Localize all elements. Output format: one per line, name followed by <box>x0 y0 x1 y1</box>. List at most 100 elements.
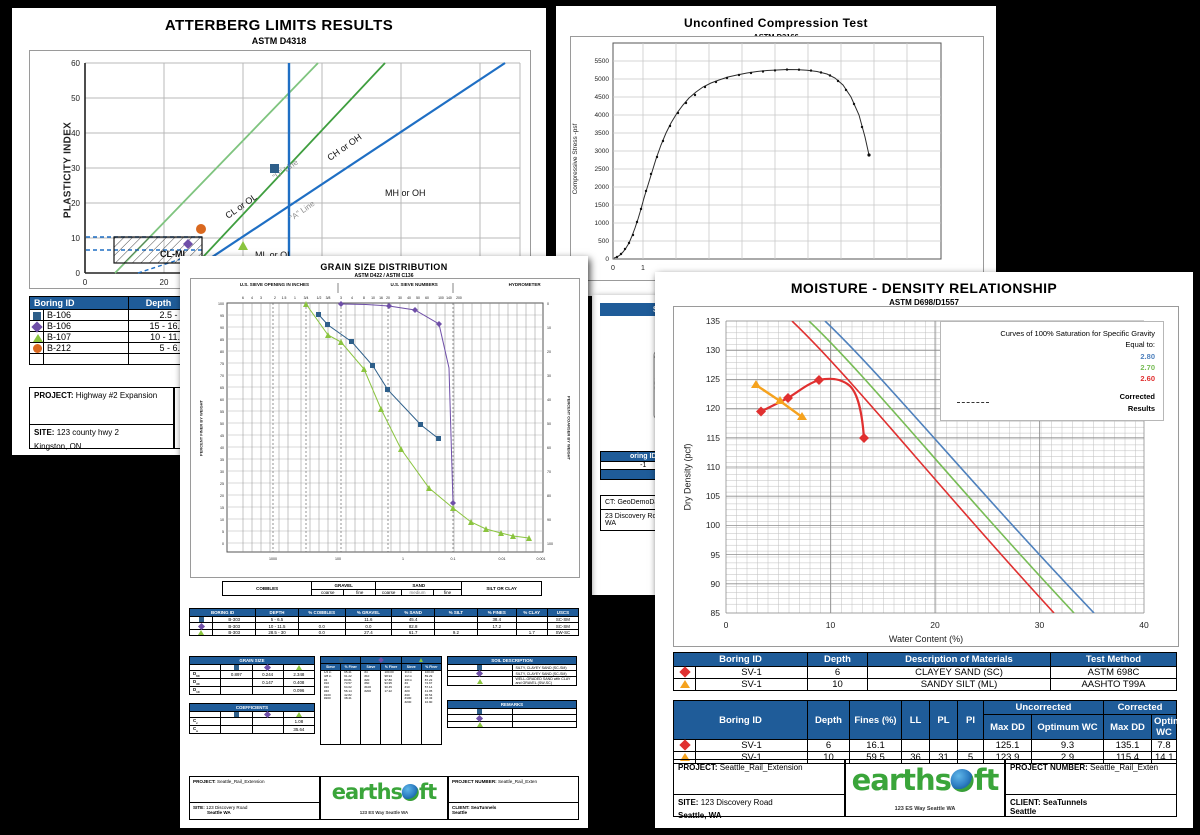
col-pi: PI <box>957 700 984 740</box>
cell-boring: SV-1 <box>695 739 808 752</box>
svg-text:3/4: 3/4 <box>304 296 309 300</box>
svg-text:115: 115 <box>706 433 720 443</box>
table-row[interactable]: B-303 5 - 6.5 11.6 45.4 38.4 SC-SM <box>188 615 580 624</box>
marker-square-icon <box>198 617 204 623</box>
grainsize-ylabel-left: PERCENT FINER BY WEIGHT <box>198 400 204 456</box>
marker-triangle-icon <box>476 722 483 728</box>
cell-unc-maxdd: 125.1 <box>983 739 1032 752</box>
moisture-plot[interactable]: 135 130 125 120 115 110 105 100 95 90 85 0 10 20 … <box>673 306 1179 647</box>
col-unc-maxdd: Max DD <box>983 714 1032 740</box>
project-label: CT: <box>605 499 616 506</box>
svg-text:60: 60 <box>425 296 429 300</box>
grainsize-standard: ASTM D422 / ASTM C136 <box>354 273 414 279</box>
grainsize-main-table[interactable]: BORING ID DEPTH % COBBLES % GRAVEL % SAN… <box>188 608 580 637</box>
table-row[interactable]: WELL-GRADED SAND with CLAY and GRAVEL (S… <box>447 676 577 686</box>
cell-pi <box>957 739 984 752</box>
svg-text:5000: 5000 <box>595 76 610 83</box>
cell-pi: 5 <box>957 751 984 764</box>
cell-cu-2 <box>251 725 284 735</box>
svg-text:95: 95 <box>220 314 224 318</box>
col-depth: Depth <box>807 700 850 740</box>
svg-text:110: 110 <box>706 462 720 472</box>
table-row[interactable]: SV-1 6 16.1 125.1 9.3 135.1 7.8 <box>673 739 1177 752</box>
grainsize-plot[interactable]: U.S. SIEVE OPENING IN INCHES U.S. SIEVE … <box>190 278 580 578</box>
legend-line-1: Curves of 100% Saturation for Specific G… <box>1000 329 1155 338</box>
marker-diamond-icon <box>476 669 484 678</box>
table-row[interactable]: Cu 35.64 <box>188 725 316 735</box>
marker-square-icon <box>233 712 239 718</box>
cell-clay: 1.7 <box>515 628 548 637</box>
sieve-tables[interactable]: Sieve % Finer Sieve % Finer Sieve % Fine… <box>319 655 443 746</box>
grain-size-title: GRAIN SIZE <box>189 656 315 665</box>
table-row[interactable]: D60 0.897 0.244 2.348 <box>188 670 316 680</box>
legend-sg-270: 2.70 <box>1140 362 1155 372</box>
table-row[interactable]: D30 0.147 0.408 <box>188 678 316 688</box>
cell-d10-3: 0.096 <box>282 686 316 695</box>
table-row[interactable]: SV-1 10 59.5 36 31 5 123.9 2.9 115.4 14.… <box>673 751 1177 764</box>
zone-ml-or-ol: ML or OL <box>255 250 292 260</box>
svg-text:1500: 1500 <box>595 202 610 209</box>
cell-boring: SV-1 <box>695 666 808 679</box>
svg-text:90: 90 <box>711 579 721 589</box>
svg-text:80: 80 <box>547 494 551 498</box>
client-value: SeaTunnels <box>470 805 497 810</box>
marker-orange-triangle-icon <box>679 753 690 762</box>
svg-text:0: 0 <box>76 269 81 278</box>
point-b106-square <box>270 164 279 173</box>
soil-description-table[interactable]: SOIL DESCRIPTION SILTY, CLAYEY SAND (SC-… <box>447 656 577 686</box>
svg-text:1000: 1000 <box>595 220 610 227</box>
table-row[interactable]: SV-1 6 CLAYEY SAND (SC) ASTM 698C <box>673 666 1177 679</box>
table-row[interactable]: SV-1 10 SANDY SILT (ML) AASHTO T99A <box>673 678 1177 691</box>
svg-text:25: 25 <box>220 482 224 486</box>
site-value: 123 Discovery Road <box>700 798 773 807</box>
cell-cor-owc: 7.8 <box>1151 739 1177 752</box>
atterberg-plot[interactable]: 60 50 40 30 20 10 0 0 20 <box>29 50 531 289</box>
col-uscs: USCS <box>546 608 580 617</box>
unconfined-ylabel: Compressive Stress -psf <box>571 123 579 194</box>
project-number-label: PROJECT NUMBER: <box>1010 763 1088 772</box>
table-row[interactable]: D10 0.096 <box>188 686 316 695</box>
svg-text:4: 4 <box>251 296 253 300</box>
svg-text:2000: 2000 <box>595 184 610 191</box>
sieve-col-b-values: 100.00 98.94 97.80 93.95 30.45 17.22 <box>380 670 402 746</box>
svg-text:100: 100 <box>547 542 553 546</box>
svg-text:6: 6 <box>242 296 244 300</box>
marker-square-icon <box>477 665 483 670</box>
moisture-title: MOISTURE - DENSITY RELATIONSHIP <box>790 280 1058 296</box>
earthsoft-logo-left: earths <box>851 763 952 797</box>
cell-pl <box>929 739 958 752</box>
col-description: Description of Materials <box>867 652 1051 667</box>
unconfined-compression-sheet[interactable]: Unconfined Compression Test ASTM D2166 5… <box>556 6 996 296</box>
grain-size-distribution-sheet[interactable]: GRAIN SIZE DISTRIBUTION ASTM D422 / ASTM… <box>180 256 588 828</box>
table-row[interactable]: Cc 1.08 <box>188 717 316 727</box>
table-row[interactable]: B-303 28.5 - 30 0.0 27.4 61.7 9.2 1.7 SW… <box>188 628 580 637</box>
soil-description-title: SOIL DESCRIPTION <box>447 656 577 665</box>
marker-orange-triangle-icon <box>679 680 690 689</box>
hydrometer-header: HYDROMETER <box>508 282 541 287</box>
svg-text:0: 0 <box>611 265 615 272</box>
coefficients-table[interactable]: COEFFICIENTS Cc 1.08 Cu 35. <box>188 702 316 735</box>
remarks-table[interactable]: REMARKS <box>447 700 577 729</box>
scale-silt-clay: SILT OR CLAY <box>486 586 517 591</box>
moisture-density-sheet[interactable]: MOISTURE - DENSITY RELATIONSHIP ASTM D69… <box>655 272 1193 828</box>
scale-gravel: GRAVEL <box>312 582 376 590</box>
svg-text:10: 10 <box>547 326 551 330</box>
cell-cor-owc: 14.1 <box>1151 751 1177 764</box>
grain-size-table[interactable]: GRAIN SIZE D60 0.897 0.244 2.348 D30 0.1 <box>188 656 316 695</box>
cell-d60-2: 0.244 <box>251 670 284 680</box>
earthsoft-logo-left: earths <box>331 780 403 804</box>
earthsoft-logo-right: ft <box>419 780 437 804</box>
marker-diamond-icon <box>264 711 272 719</box>
scale-sand: SAND <box>376 582 462 590</box>
project-value: GeoDemoData <box>617 499 665 506</box>
legend-corrected-1: Corrected <box>1119 392 1155 402</box>
svg-text:0: 0 <box>724 620 729 630</box>
table-row[interactable] <box>447 720 577 729</box>
col-boring-id: Boring ID <box>673 700 808 740</box>
svg-text:65: 65 <box>220 386 224 390</box>
svg-text:3500: 3500 <box>595 130 610 137</box>
unconfined-plot[interactable]: 5500 5000 4500 4000 3500 3000 2500 2000 1500 1… <box>570 36 984 281</box>
moisture-materials-table[interactable]: Boring ID Depth Description of Materials… <box>673 652 1177 691</box>
zone-cl-ml: CL-ML <box>160 249 188 259</box>
moisture-results-table[interactable]: Boring ID Depth Fines (%) LL PL PI Uncor… <box>673 700 1193 764</box>
